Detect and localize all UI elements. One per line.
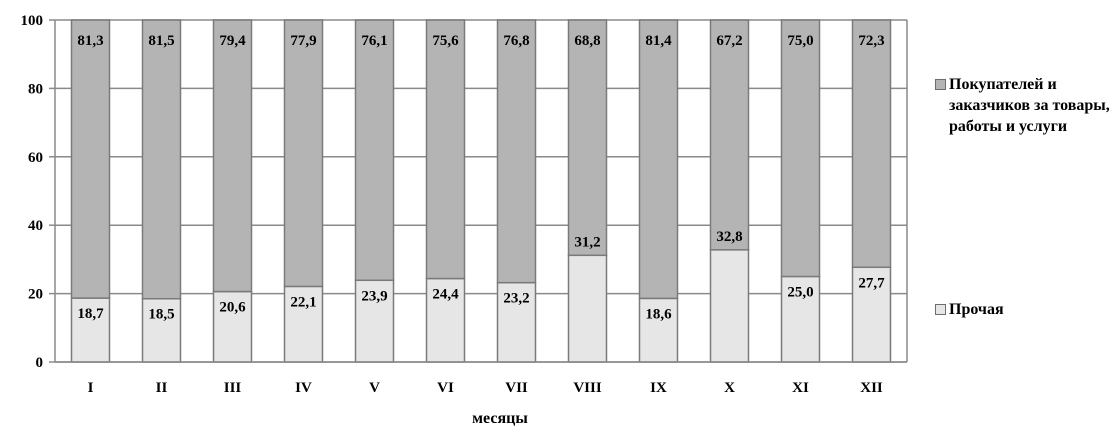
data-label-other: 27,7 (858, 275, 885, 291)
x-tick-label: V (369, 380, 380, 396)
gridlines (55, 19, 907, 363)
bar-segment-other (354, 279, 395, 363)
data-label-buyers: 75,0 (787, 33, 813, 49)
x-tick-label: VI (437, 380, 454, 396)
y-tick-label: 0 (36, 355, 44, 371)
x-axis-label: месяцы (472, 410, 528, 427)
bar-segment-buyers (780, 19, 821, 278)
data-label-buyers: 81,4 (645, 33, 672, 49)
legend-swatch-other (935, 304, 946, 315)
data-label-buyers: 67,2 (716, 33, 742, 49)
legend-label-other: Прочая (949, 301, 1004, 318)
x-tick-label: I (88, 380, 94, 396)
data-label-buyers: 68,8 (574, 33, 600, 49)
bar-segment-buyers (212, 19, 253, 293)
y-tick-label: 80 (28, 81, 43, 97)
y-tick-label: 20 (28, 287, 43, 303)
bar-segment-other (496, 281, 537, 363)
bar-segment-other (425, 277, 466, 363)
data-label-buyers: 77,9 (290, 33, 316, 49)
data-label-other: 18,6 (645, 306, 672, 322)
bar-segment-buyers (638, 19, 679, 300)
x-tick-label: X (724, 380, 735, 396)
data-label-buyers: 76,1 (361, 33, 387, 49)
bar-segment-other (638, 297, 679, 363)
bar-segment-buyers (567, 19, 608, 257)
data-label-other: 23,2 (503, 291, 529, 307)
bar-segment-other (212, 290, 253, 363)
data-label-buyers: 72,3 (858, 33, 884, 49)
bar-segment-buyers (141, 19, 182, 300)
bar-segment-buyers (354, 19, 395, 282)
bar-segment-buyers (709, 19, 750, 251)
bar-segment-buyers (425, 19, 466, 280)
x-tick-label: XII (860, 380, 883, 396)
bars (70, 19, 892, 363)
bar-segment-buyers (70, 19, 111, 299)
data-label-buyers: 81,5 (148, 33, 174, 49)
bar-segment-other (141, 297, 182, 363)
data-label-other: 24,4 (432, 287, 459, 303)
data-label-other: 23,9 (361, 288, 387, 304)
data-label-other: 25,0 (787, 285, 813, 301)
bar-segment-other (567, 254, 608, 363)
data-labels: 81,3 18,7 81,5 18,5 79,4 20,6 77,9 22,1 76,1 23,9… (77, 33, 885, 323)
data-label-other: 22,1 (290, 294, 316, 310)
data-label-buyers: 79,4 (219, 33, 246, 49)
x-tick-label: XI (792, 380, 809, 396)
bar-segment-buyers (496, 19, 537, 284)
x-tick-label: IV (295, 380, 312, 396)
data-label-buyers: 76,8 (503, 33, 529, 49)
data-label-other: 32,8 (716, 229, 742, 245)
bar-segment-buyers (283, 19, 324, 288)
x-tick-label: II (156, 380, 168, 396)
bar-segment-other (709, 249, 750, 363)
x-tick-label: VIII (573, 380, 602, 396)
legend-swatch-buyers (935, 79, 946, 90)
x-tick-label: VII (505, 380, 528, 396)
bar-segment-other (851, 266, 892, 363)
data-label-other: 18,7 (77, 306, 104, 322)
data-label-other: 31,2 (574, 234, 600, 250)
x-tick-label: III (224, 380, 242, 396)
data-label-buyers: 81,3 (77, 33, 103, 49)
y-tick-label: 40 (28, 218, 43, 234)
y-tick-label: 60 (28, 150, 43, 166)
y-tick-label: 100 (21, 13, 44, 29)
data-label-other: 18,5 (148, 307, 174, 323)
data-label-buyers: 75,6 (432, 33, 459, 49)
legend-label-buyers: Покупателей и заказчиков за товары, рабо… (949, 76, 1110, 135)
x-tick-label: IX (650, 380, 667, 396)
bar-segment-buyers (851, 19, 892, 269)
data-label-other: 20,6 (219, 300, 246, 316)
